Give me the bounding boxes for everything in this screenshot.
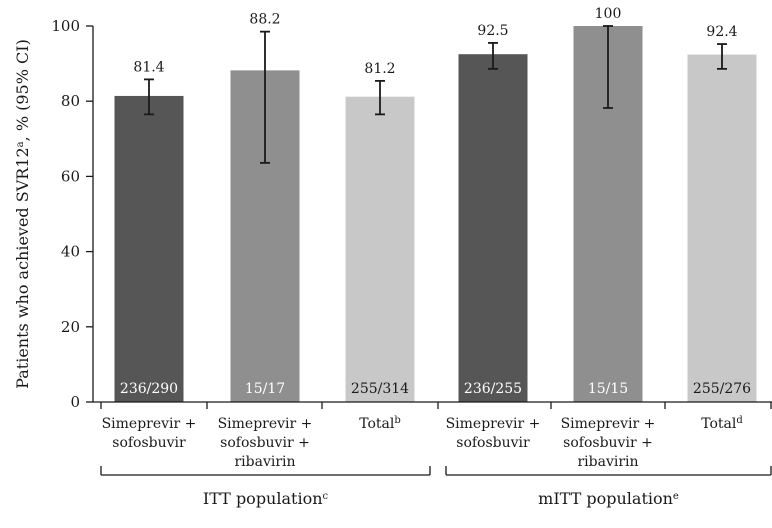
bar-count-label: 236/290: [120, 381, 178, 397]
category-label: Totald: [701, 415, 743, 433]
bar-group: 92.4 255/276: [687, 24, 757, 403]
bar: [687, 54, 757, 403]
category-label-line: sofosbuvir +: [220, 435, 310, 451]
y-tick-label: 80: [61, 92, 80, 110]
group-label-sup: c: [323, 491, 329, 502]
bar: [458, 54, 528, 402]
bar-count-label: 255/314: [351, 381, 409, 397]
category-label-line: Total: [701, 416, 737, 432]
bar-group: 81.2 255/314: [345, 61, 415, 403]
bar-value-label: 81.4: [133, 59, 164, 75]
bar-group: 81.4 236/290: [114, 59, 184, 402]
y-tick-label: 20: [61, 318, 80, 336]
y-axis-title: Patients who achieved SVR12a, % (95% CI): [13, 39, 32, 389]
bar-count-label: 255/276: [693, 381, 751, 397]
group-bracket: mITT populatione: [445, 466, 772, 508]
category-label-line: ribavirin: [234, 454, 295, 470]
bar-value-label: 92.4: [706, 24, 737, 40]
category-label-line: Total: [359, 416, 395, 432]
category-label: Simeprevir + sofosbuvir + ribavirin: [561, 416, 656, 470]
category-label: Simeprevir + sofosbuvir + ribavirin: [218, 416, 313, 470]
category-label-sup: b: [394, 415, 400, 426]
y-tick-label: 0: [70, 393, 80, 411]
bar: [114, 95, 184, 402]
y-axis-label-suffix: , % (95% CI): [13, 39, 32, 141]
category-label-line: sofosbuvir +: [563, 435, 653, 451]
bar-value-label: 100: [595, 6, 622, 22]
y-axis-label: Patients who achieved SVR12a, % (95% CI): [13, 39, 32, 389]
category-label-line: ribavirin: [577, 454, 638, 470]
category-label: Simeprevir + sofosbuvir: [446, 416, 541, 451]
category-label-line: Simeprevir +: [561, 416, 656, 432]
group-label: mITT populatione: [538, 489, 679, 508]
category-label: Simeprevir + sofosbuvir: [102, 416, 197, 451]
bar-count-label: 15/17: [245, 381, 285, 397]
bar-count-label: 236/255: [464, 381, 522, 397]
bar-count-label: 15/15: [588, 381, 628, 397]
bar-value-label: 81.2: [364, 61, 395, 77]
group-label-sup: e: [673, 491, 679, 502]
category-label-line: sofosbuvir: [112, 435, 186, 451]
bar-value-label: 92.5: [477, 23, 508, 39]
y-tick-label: 100: [51, 17, 80, 35]
bar-group: 92.5 236/255: [458, 23, 528, 402]
y-tick-label: 60: [61, 167, 80, 185]
plot-area: 81.4 236/290 88.2 15/17 81.2 255/314 92.5 236/2…: [51, 6, 772, 508]
group-bracket: ITT populationc: [100, 466, 431, 508]
bar-group: 88.2 15/17: [230, 12, 300, 403]
bar: [345, 96, 415, 403]
group-label: ITT populationc: [203, 489, 329, 508]
y-axis-label-main: Patients who achieved SVR12: [13, 147, 32, 389]
group-label-main: mITT population: [538, 489, 673, 508]
y-axis-label-sup: a: [15, 141, 26, 147]
category-label-sup: d: [736, 415, 743, 426]
category-label-line: sofosbuvir: [456, 435, 530, 451]
category-label-line: Simeprevir +: [102, 416, 197, 432]
group-label-main: ITT population: [203, 489, 323, 508]
category-label-line: Simeprevir +: [218, 416, 313, 432]
category-label-line: Simeprevir +: [446, 416, 541, 432]
y-tick-label: 40: [61, 243, 80, 261]
bar-value-label: 88.2: [249, 12, 280, 28]
category-label: Totalb: [359, 415, 401, 433]
bar-group: 100 15/15: [573, 6, 643, 402]
